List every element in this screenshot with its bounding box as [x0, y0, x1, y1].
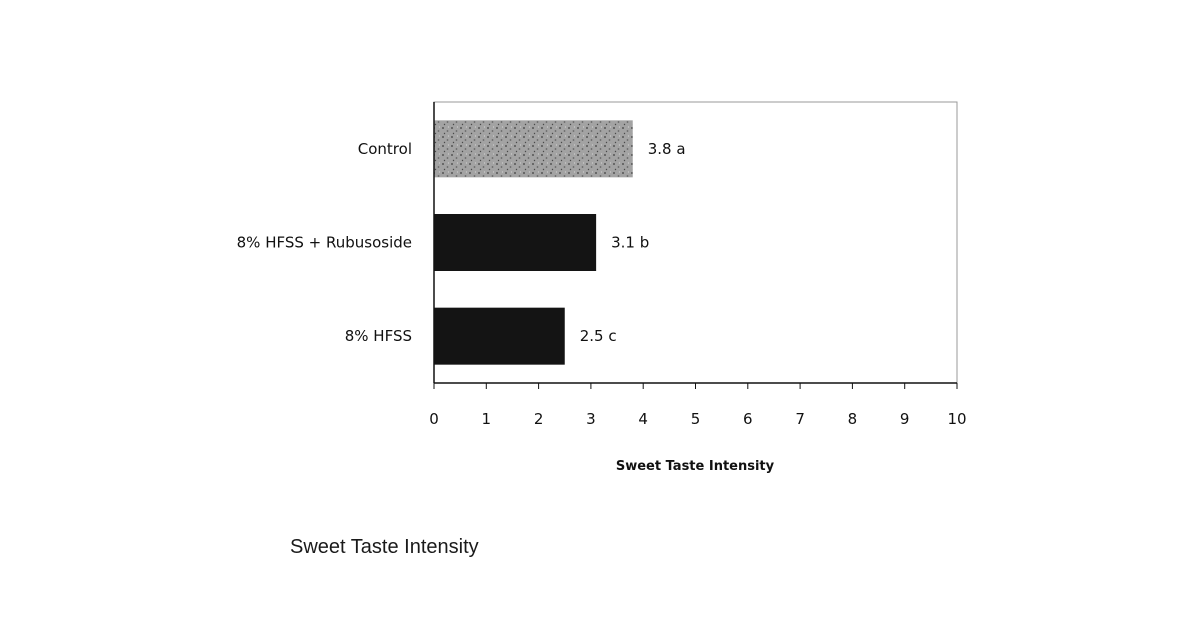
- data-label: 3.1 b: [611, 234, 649, 252]
- x-tick-label: 6: [743, 410, 753, 428]
- x-tick-label: 7: [795, 410, 805, 428]
- bar: [434, 120, 633, 177]
- x-tick-label: 1: [482, 410, 492, 428]
- x-tick-label: 5: [691, 410, 701, 428]
- x-tick-label: 10: [947, 410, 966, 428]
- data-label: 3.8 a: [648, 140, 686, 158]
- x-tick-label: 4: [638, 410, 648, 428]
- data-label: 2.5 c: [580, 327, 617, 345]
- x-axis-title: Sweet Taste Intensity: [616, 459, 775, 474]
- x-tick-label: 0: [429, 410, 439, 428]
- x-tick-label: 8: [848, 410, 858, 428]
- category-label: 8% HFSS: [345, 327, 412, 345]
- bar-chart: Control 3.8 a 8% HFSS + Rubusoside 3.1 b 8% …: [0, 0, 1200, 500]
- bar: [434, 214, 596, 271]
- x-tick-label: 2: [534, 410, 544, 428]
- figure-caption: Sweet Taste Intensity: [290, 536, 479, 559]
- x-tick-label: 3: [586, 410, 596, 428]
- bar: [434, 308, 565, 365]
- x-tick-label: 9: [900, 410, 910, 428]
- category-label: Control: [358, 140, 412, 158]
- category-label: 8% HFSS + Rubusoside: [237, 234, 412, 252]
